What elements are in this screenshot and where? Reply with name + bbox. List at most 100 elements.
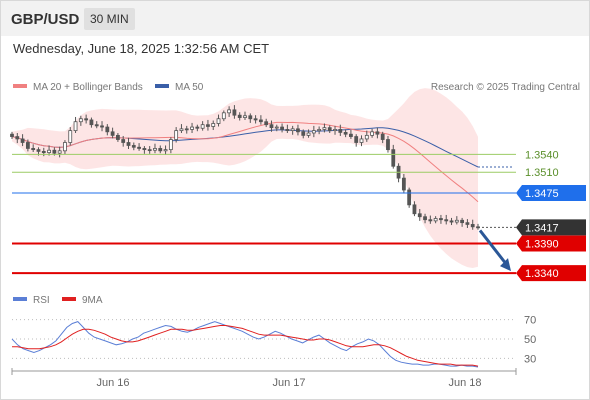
timeframe-button[interactable]: 30 MIN [84,8,135,30]
rsi-layer: 70 50 30 [11,315,536,368]
candle-body [343,132,348,135]
candle-body [116,134,120,140]
candle-body [110,131,115,136]
candle-body [206,124,210,127]
support-label: 1.3390 [525,238,559,250]
candle-body [163,149,168,152]
candle-body [311,130,316,134]
candle-body [195,126,200,129]
support-tag [516,265,586,282]
candle-body [179,128,184,132]
rsi-ma-legend-swatch [62,297,76,301]
candle-body [126,142,131,146]
candle-body [84,118,89,121]
candle-body [454,219,459,223]
candle-body [158,148,163,152]
candle-body [391,149,396,167]
candle-body [370,131,374,136]
candle-body [137,146,141,149]
candle-body [10,133,14,137]
bollinger-band [12,88,478,268]
candle-body [296,128,300,133]
candle-body [401,177,406,191]
candle-body [407,189,412,206]
candle-body [386,139,390,151]
credit-label: Research © 2025 Trading Central [431,82,580,93]
last-price-label: 1.3417 [525,222,559,234]
candle-body [89,119,94,126]
rsi-ma-legend-label: 9MA [82,295,103,306]
candle-body [168,139,173,151]
candle-body [327,127,332,132]
candle-body [465,222,470,225]
candle-body [121,139,126,143]
rsi-tick-label: 70 [524,315,536,327]
candle-body [280,126,284,130]
candle-body [227,109,232,114]
candle-body [274,126,279,129]
candle-body [31,148,36,151]
header-bar: GBP/USD 30 MIN [1,1,589,36]
candle-body [306,132,311,136]
candle-body [412,204,417,215]
candle-body [73,121,78,132]
candle-body [264,121,269,126]
candle-body [428,219,433,222]
candle-body [243,115,247,118]
candle-body [184,128,189,131]
ma50-legend-swatch [155,84,169,88]
ma20-line [11,121,479,203]
candle-body [423,216,427,221]
candle-body [237,114,242,118]
x-tick-label: Jun 17 [272,377,305,389]
x-axis: Jun 16 Jun 17 Jun 18 [11,368,517,389]
ma20-legend-swatch [13,84,27,88]
candle-body [232,109,237,116]
candle-body [153,148,157,151]
rsi-ma-line [12,325,479,367]
candle-body [349,133,353,137]
candle-body [248,115,253,120]
candle-body [25,142,30,149]
pivot-label: 1.3475 [525,188,559,200]
candle-body [301,131,306,136]
rsi-legend-label: RSI [33,295,50,306]
candle-body [444,219,449,222]
candle-body [20,138,25,143]
candle-body [433,218,438,222]
rsi-tick-label: 30 [524,353,536,365]
timestamp-label: Wednesday, June 18, 2025 1:32:56 AM CET [13,41,270,56]
price-layer [10,88,480,268]
candle-body [174,130,179,140]
x-tick-label: Jun 16 [96,377,129,389]
support-label: 1.3340 [525,268,559,280]
candle-body [359,138,364,143]
candle-body [258,119,263,123]
resistance-label: 1.3510 [525,167,559,179]
candle-body [470,224,475,228]
candle-body [36,149,41,152]
candle-body [211,123,216,127]
candle-body [221,112,226,120]
candle-body [317,129,322,132]
pivot-tag [516,184,586,201]
candle-body [131,145,136,148]
forecast-arrow-shaft [478,229,509,267]
rsi-legend-swatch [13,297,27,301]
last-price-tag [516,219,586,236]
candle-body [142,148,147,151]
candle-body [15,136,20,140]
candle-body [375,131,380,135]
candle-body [47,149,51,153]
candle-body [52,149,57,154]
candle-body [290,128,295,132]
rsi-line [11,321,479,368]
candle-body [333,129,337,132]
candle-body [78,118,83,123]
candle-body [190,126,194,130]
resistance-label: 1.3540 [525,149,559,161]
levels-layer: 1.3540 1.3510 1.3475 1.3417 1.3390 1.3340 [12,149,586,282]
candle-body [364,134,369,140]
candle-body [380,133,385,140]
